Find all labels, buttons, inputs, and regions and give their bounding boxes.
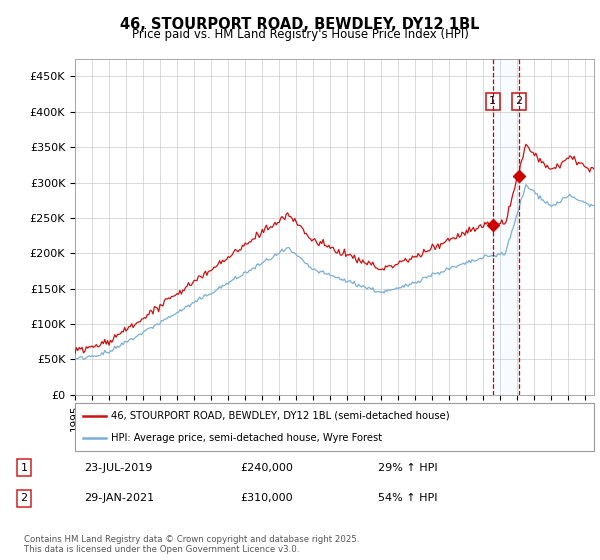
FancyBboxPatch shape [75, 403, 594, 451]
Text: 29-JAN-2021: 29-JAN-2021 [84, 493, 154, 503]
Text: 2: 2 [515, 96, 523, 106]
Bar [493, 59, 519, 395]
Text: Contains HM Land Registry data © Crown copyright and database right 2025.
This d: Contains HM Land Registry data © Crown c… [24, 535, 359, 554]
Text: 46, STOURPORT ROAD, BEWDLEY, DY12 1BL: 46, STOURPORT ROAD, BEWDLEY, DY12 1BL [120, 17, 480, 32]
Text: 54% ↑ HPI: 54% ↑ HPI [378, 493, 437, 503]
Text: 1: 1 [489, 96, 496, 106]
Text: 1: 1 [20, 463, 28, 473]
Text: 29% ↑ HPI: 29% ↑ HPI [378, 463, 437, 473]
Text: 46, STOURPORT ROAD, BEWDLEY, DY12 1BL (semi-detached house): 46, STOURPORT ROAD, BEWDLEY, DY12 1BL (s… [112, 410, 450, 421]
Text: £240,000: £240,000 [240, 463, 293, 473]
Text: HPI: Average price, semi-detached house, Wyre Forest: HPI: Average price, semi-detached house,… [112, 433, 382, 443]
Text: £310,000: £310,000 [240, 493, 293, 503]
Text: 2: 2 [20, 493, 28, 503]
Text: 23-JUL-2019: 23-JUL-2019 [84, 463, 152, 473]
Text: Price paid vs. HM Land Registry's House Price Index (HPI): Price paid vs. HM Land Registry's House … [131, 28, 469, 41]
